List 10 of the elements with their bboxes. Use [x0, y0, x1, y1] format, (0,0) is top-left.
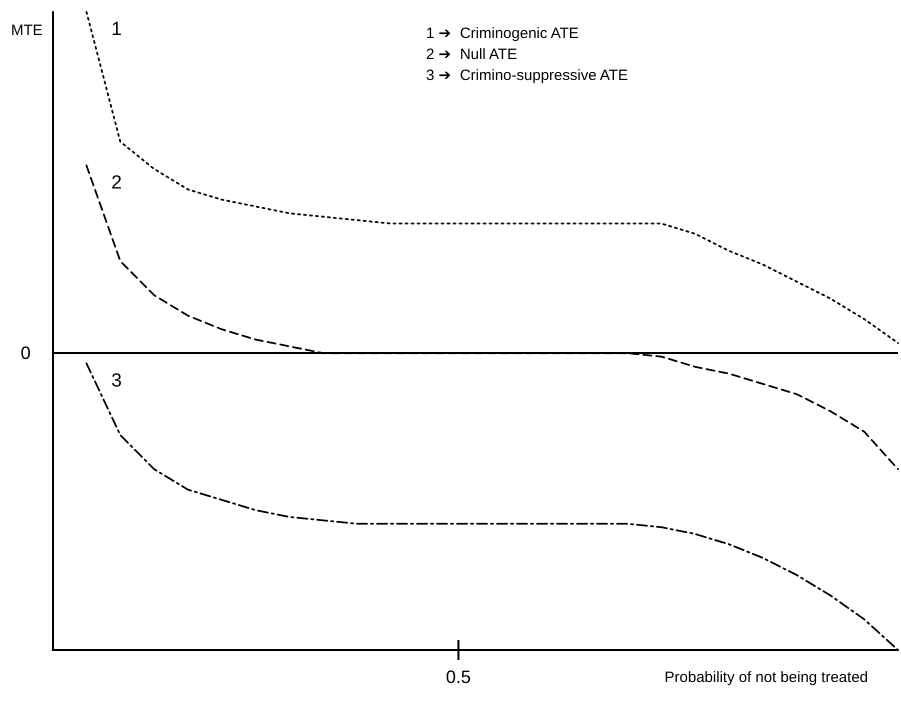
text: 0.5 — [446, 667, 471, 687]
annotation: 3 ➔ Crimino-suppressive ATE — [426, 67, 628, 84]
ref-line-label: 0 — [20, 343, 31, 364]
annotation: 2 — [111, 172, 122, 194]
annotation: 1 — [111, 19, 122, 40]
annotation: 1 ➔ Criminogenic ATE — [426, 25, 579, 42]
x-axis-title: Probability of not being treated — [664, 669, 868, 686]
annotation: 3 — [111, 370, 122, 392]
y-axis-title: MTE — [10, 22, 43, 39]
annotation: 2 ➔ Null ATE — [426, 46, 518, 63]
